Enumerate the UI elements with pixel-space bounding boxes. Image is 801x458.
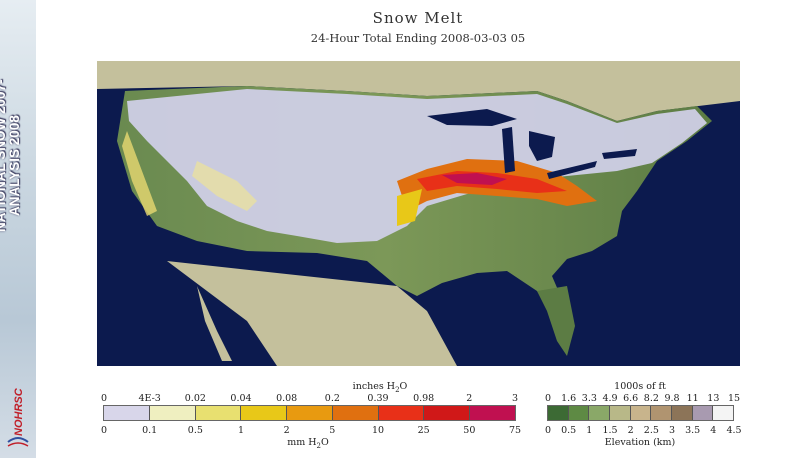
snow-tick-label: 10 — [371, 425, 385, 436]
elevation-tick-label: 3.5 — [685, 425, 701, 436]
elevation-tick-label: 8.2 — [643, 393, 659, 404]
elevation-tick-label: 0 — [544, 393, 552, 404]
snow-tick-label: 0.04 — [230, 393, 252, 404]
canada-land — [97, 61, 740, 121]
elevation-swatch — [630, 406, 652, 420]
elevation-tick-label: 4 — [710, 425, 717, 436]
elevation-tick-label: 13 — [707, 393, 720, 404]
snow-swatch — [424, 406, 471, 420]
elevation-tick-label: 2 — [627, 425, 634, 436]
snow-tick-label: 3 — [511, 393, 519, 404]
snow-swatch — [470, 406, 516, 420]
lake-huron — [529, 131, 555, 161]
elevation-swatch — [713, 406, 734, 420]
elevation-tick-label: 1.5 — [602, 425, 618, 436]
elevation-swatch — [672, 406, 693, 420]
elevation-swatch — [610, 406, 631, 420]
snow-tick-label: 0.5 — [187, 425, 203, 436]
midwest-melt-peak — [442, 173, 507, 185]
elevation-tick-label: 11 — [686, 393, 699, 404]
banner-year-end: 2008 — [7, 115, 22, 146]
snow-tick-label: 0.02 — [184, 393, 206, 404]
snow-legend-bottom-unit: mm H2O — [287, 437, 329, 450]
snow-legend-top-unit: inches H2O — [352, 381, 408, 394]
elevation-swatch — [651, 406, 673, 420]
snow-tick-label: 0 — [100, 393, 108, 404]
lake-ontario — [602, 149, 637, 159]
snow-tick-label: 2 — [466, 393, 473, 404]
left-banner: NATIONAL SNOW 2007- ANALYSIS 2008 NOHRSC — [0, 0, 36, 458]
banner-title: NATIONAL SNOW 2007- ANALYSIS 2008 — [0, 32, 34, 232]
snow-tick-label: 1 — [237, 425, 245, 436]
snow-tick-label: 0.39 — [367, 393, 389, 404]
elevation-tick-label: 6.6 — [623, 393, 639, 404]
elevation-tick-label: 4.5 — [726, 425, 742, 436]
elevation-tick-label: 15 — [727, 393, 741, 404]
snow-tick-label: 5 — [329, 425, 336, 436]
lake-superior — [427, 109, 517, 126]
snow-swatch — [195, 406, 242, 420]
elevation-swatch — [692, 406, 714, 420]
snow-tick-label: 50 — [463, 425, 476, 436]
elevation-tick-label: 3.3 — [581, 393, 597, 404]
page-subtitle: 24-Hour Total Ending 2008-03-03 05 — [310, 31, 526, 45]
snow-swatch — [287, 406, 333, 420]
snow-tick-label: 0.08 — [276, 393, 298, 404]
elevation-tick-label: 0.5 — [561, 425, 577, 436]
rockies-melt — [192, 161, 257, 211]
snow-tick-label: 0.98 — [413, 393, 435, 404]
elevation-tick-label: 3 — [668, 425, 676, 436]
banner-line-analysis: ANALYSIS — [7, 148, 22, 216]
snow-tick-label: 75 — [508, 425, 522, 436]
snow-swatch — [378, 406, 425, 420]
elevation-tick-label: 1.6 — [561, 393, 577, 404]
snow-swatch — [241, 406, 288, 420]
west-coast-melt — [122, 131, 157, 216]
elevation-swatch — [548, 406, 569, 420]
lake-michigan — [502, 127, 515, 173]
elevation-tick-label: 9.8 — [664, 393, 680, 404]
elevation-swatch — [568, 406, 590, 420]
elevation-tick-label: 4.9 — [602, 393, 618, 404]
banner-year-start: 2007- — [0, 79, 8, 114]
snow-tick-label: 25 — [417, 425, 430, 436]
snow-tick-label: 4E-3 — [138, 393, 161, 404]
svg-text:NOHRSC: NOHRSC — [13, 387, 25, 436]
elevation-legend-top-unit: 1000s of ft — [614, 381, 666, 392]
page-title: Snow Melt — [372, 9, 464, 27]
elevation-tick-label: 0 — [544, 425, 552, 436]
snow-swatch — [149, 406, 196, 420]
elevation-color-bar — [547, 405, 734, 421]
snow-tick-label: 2 — [283, 425, 290, 436]
elevation-legend-bottom-unit: Elevation (km) — [604, 437, 676, 448]
snow-cover-area — [127, 89, 707, 243]
elevation-swatch — [589, 406, 611, 420]
elevation-tick-label: 1 — [586, 425, 593, 436]
nohrsc-logo-icon: NOHRSC — [7, 387, 29, 447]
florida-land — [537, 286, 575, 356]
lake-erie — [547, 161, 597, 179]
snow-melt-map — [97, 61, 740, 366]
plains-melt — [397, 189, 422, 226]
snow-tick-label: 0.1 — [142, 425, 158, 436]
snow-swatch — [104, 406, 150, 420]
mexico-land — [167, 261, 457, 366]
snow-tick-label: 0 — [100, 425, 108, 436]
snow-melt-color-bar — [103, 405, 516, 421]
snow-swatch — [332, 406, 379, 420]
elevation-tick-label: 2.5 — [643, 425, 659, 436]
snow-tick-label: 0.2 — [324, 393, 340, 404]
